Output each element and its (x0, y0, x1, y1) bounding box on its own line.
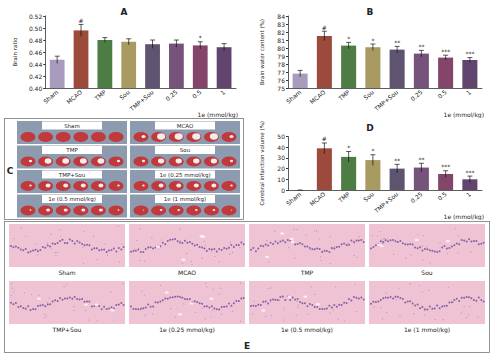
svg-text:1e (0.25 mmol/kg): 1e (0.25 mmol/kg) (159, 172, 210, 179)
svg-text:75: 75 (277, 85, 285, 92)
svg-text:TMP: TMP (92, 88, 107, 102)
svg-text:0.40: 0.40 (29, 85, 43, 92)
svg-text:MCAO: MCAO (177, 123, 194, 129)
svg-text:*: * (199, 34, 202, 41)
svg-text:***: *** (441, 163, 450, 170)
svg-text:**: ** (394, 39, 400, 46)
svg-text:**: ** (418, 156, 424, 163)
svg-text:**: ** (394, 157, 400, 164)
svg-text:40: 40 (277, 144, 285, 151)
svg-text:1: 1 (465, 190, 473, 198)
svg-text:0.25: 0.25 (409, 190, 424, 204)
svg-text:Sou: Sou (362, 88, 375, 101)
svg-text:0: 0 (281, 187, 285, 194)
svg-text:1e (0.25 mmol/kg): 1e (0.25 mmol/kg) (159, 326, 215, 334)
svg-text:76: 76 (277, 77, 285, 84)
svg-text:Brain water content (%): Brain water content (%) (259, 19, 265, 85)
svg-text:83: 83 (277, 21, 285, 28)
svg-text:Sou: Sou (118, 88, 131, 101)
svg-text:1e (0.5 mmol/kg): 1e (0.5 mmol/kg) (48, 196, 96, 203)
svg-text:0.5: 0.5 (191, 88, 203, 100)
svg-text:0.25: 0.25 (164, 88, 179, 102)
svg-text:TMP: TMP (300, 269, 314, 276)
svg-text:0.44: 0.44 (29, 61, 43, 68)
svg-text:Sham: Sham (64, 123, 80, 129)
svg-text:Sham: Sham (58, 269, 75, 276)
svg-text:20: 20 (277, 165, 285, 172)
svg-text:MCAO: MCAO (65, 88, 84, 105)
svg-text:Sham: Sham (285, 190, 303, 206)
svg-text:***: *** (465, 169, 474, 176)
svg-text:0.52: 0.52 (29, 13, 43, 20)
svg-text:TMP+Sou: TMP+Sou (127, 88, 154, 113)
svg-text:1e (mmol/kg): 1e (mmol/kg) (444, 111, 484, 119)
svg-text:0.46: 0.46 (29, 49, 43, 56)
svg-text:81: 81 (277, 37, 285, 44)
svg-text:10: 10 (277, 176, 285, 183)
svg-text:C: C (7, 166, 14, 176)
svg-text:84: 84 (277, 13, 285, 20)
svg-text:**: ** (418, 43, 424, 50)
svg-text:Cerebral infarction volume (%): Cerebral infarction volume (%) (259, 121, 265, 206)
svg-text:50: 50 (277, 133, 285, 140)
svg-text:Sou: Sou (421, 269, 432, 276)
svg-text:***: *** (465, 50, 474, 57)
svg-text:TMP+Sou: TMP+Sou (372, 88, 399, 113)
svg-text:1e (mmol/kg): 1e (mmol/kg) (198, 111, 238, 119)
svg-text:1: 1 (465, 88, 473, 96)
svg-text:*: * (347, 144, 350, 151)
svg-text:#: # (79, 17, 84, 24)
svg-text:Brain ratio: Brain ratio (12, 37, 18, 66)
svg-text:0.50: 0.50 (29, 25, 43, 32)
svg-text:MCAO: MCAO (178, 269, 196, 276)
svg-text:0.5: 0.5 (436, 190, 448, 202)
svg-text:80: 80 (277, 45, 285, 52)
svg-text:***: *** (441, 48, 450, 55)
svg-text:Sou: Sou (180, 147, 190, 153)
svg-text:1e (1 mmol/kg): 1e (1 mmol/kg) (404, 326, 450, 334)
svg-text:TMP: TMP (336, 190, 351, 204)
svg-text:E: E (244, 341, 250, 351)
svg-text:*: * (371, 37, 374, 44)
svg-text:TMP+Sou: TMP+Sou (52, 326, 82, 333)
svg-text:0.25: 0.25 (409, 88, 424, 102)
svg-text:77: 77 (277, 69, 285, 76)
svg-text:30: 30 (277, 154, 285, 161)
svg-text:#: # (322, 24, 327, 31)
svg-text:A: A (121, 7, 128, 17)
svg-text:Sham: Sham (42, 88, 60, 104)
svg-text:*: * (347, 35, 350, 42)
svg-text:#: # (322, 135, 327, 142)
svg-text:1e (mmol/kg): 1e (mmol/kg) (444, 213, 484, 221)
svg-text:B: B (367, 7, 374, 17)
svg-text:TMP: TMP (336, 88, 351, 102)
svg-text:MCAO: MCAO (308, 190, 327, 207)
svg-text:TMP+Sou: TMP+Sou (372, 190, 399, 215)
svg-text:MCAO: MCAO (308, 88, 327, 105)
svg-text:TMP+Sou: TMP+Sou (58, 172, 85, 178)
svg-text:78: 78 (277, 61, 285, 68)
svg-text:*: * (371, 147, 374, 154)
svg-text:0.5: 0.5 (436, 88, 448, 100)
svg-text:79: 79 (277, 53, 285, 60)
svg-text:Sou: Sou (362, 190, 375, 203)
svg-text:0.48: 0.48 (29, 37, 43, 44)
svg-text:1e (1 mmol/kg): 1e (1 mmol/kg) (164, 196, 206, 203)
svg-text:Sham: Sham (285, 88, 303, 104)
svg-text:1e (0.5 mmol/kg): 1e (0.5 mmol/kg) (281, 326, 333, 334)
svg-text:TMP: TMP (65, 147, 78, 153)
svg-text:0.42: 0.42 (29, 73, 43, 80)
svg-text:82: 82 (277, 29, 285, 36)
svg-text:D: D (366, 123, 373, 133)
svg-text:1: 1 (219, 88, 227, 96)
